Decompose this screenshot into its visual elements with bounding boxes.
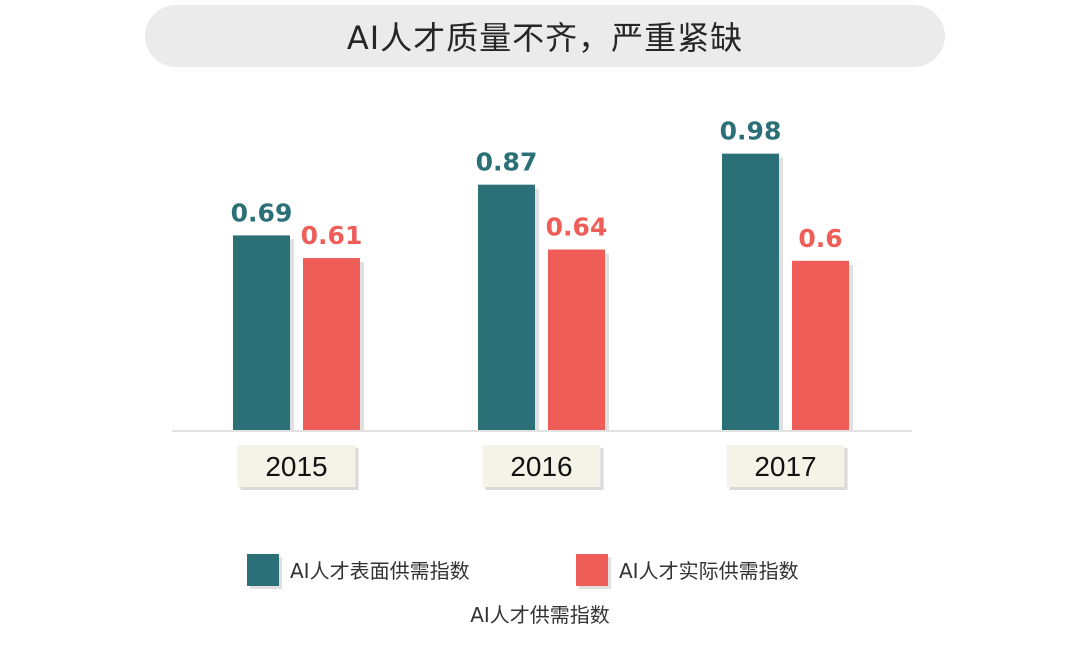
legend-label: AI人才实际供需指数 [619, 559, 799, 583]
year-box [482, 445, 601, 487]
bar-surface-2016 [478, 184, 535, 430]
legend-label: AI人才表面供需指数 [290, 559, 470, 583]
bar-actual-2017 [792, 260, 849, 430]
x-tick-label: 2016 [510, 451, 572, 482]
chart-title: AI人才质量不齐，严重紧缺 [346, 19, 744, 57]
year-box [726, 445, 845, 487]
bar-surface-2017 [722, 153, 779, 430]
bar-actual-2015 [303, 257, 360, 430]
year-box [237, 445, 356, 487]
value-label: 0.98 [720, 117, 782, 146]
value-label: 0.87 [476, 148, 538, 177]
value-label: 0.61 [301, 221, 363, 250]
title-banner: AI人才质量不齐，严重紧缺 [145, 5, 945, 67]
x-tick-label: 2017 [754, 451, 816, 482]
x-axis-title: AI人才供需指数 [470, 603, 610, 627]
bar-actual-2016 [548, 249, 605, 430]
x-tick-label: 2015 [265, 451, 327, 482]
legend-swatch [576, 554, 608, 586]
legend-swatch [247, 554, 279, 586]
value-label: 0.64 [546, 213, 608, 242]
value-label: 0.6 [798, 224, 842, 253]
bar-surface-2015 [233, 235, 290, 430]
value-label: 0.69 [231, 198, 293, 227]
